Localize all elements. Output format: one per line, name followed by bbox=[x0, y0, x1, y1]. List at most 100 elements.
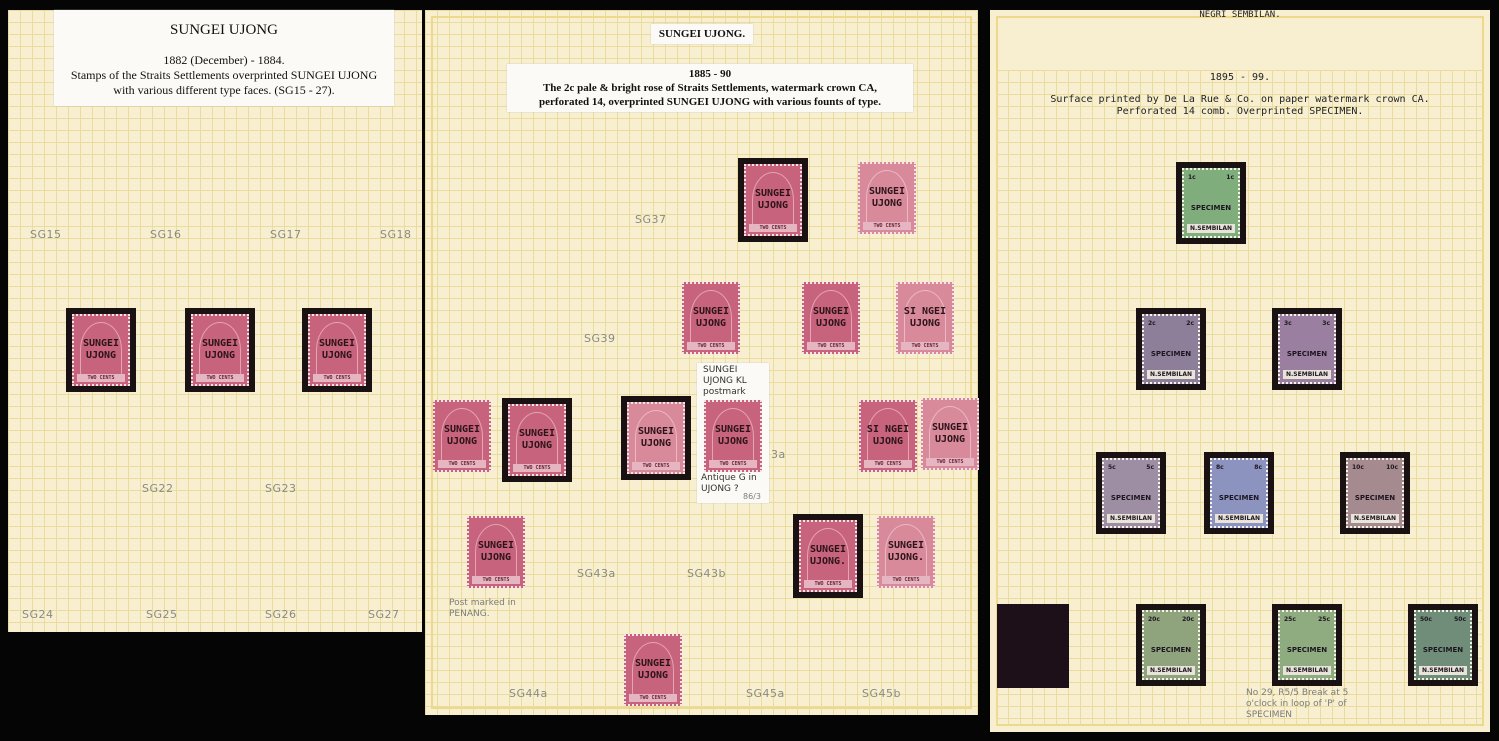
stamp-value: 10c bbox=[1352, 464, 1364, 471]
stamp-value: 2c bbox=[1186, 320, 1194, 327]
sg-catalogue-label: SG23 bbox=[265, 482, 297, 495]
sg-catalogue-label: SG45a bbox=[746, 687, 785, 700]
stamp-mount: SPECIMEN N.SEMBILAN 50c 50c bbox=[1408, 604, 1478, 686]
stamp-mount: SUNGEI UJONG TWO CENTS bbox=[738, 158, 808, 242]
overprint-text: SUNGEI UJONG bbox=[868, 186, 906, 209]
specimen-stamp: SPECIMEN N.SEMBILAN 8c 8c bbox=[1210, 458, 1268, 528]
description-line: The 2c pale & bright rose of Straits Set… bbox=[542, 82, 878, 94]
stamp-value: 50c bbox=[1454, 616, 1466, 623]
stamp-mount: SPECIMEN N.SEMBILAN 3c 3c bbox=[1272, 308, 1342, 390]
overprint-text: SUNGEI UJONG bbox=[201, 338, 239, 361]
stamp-value: TWO CENTS bbox=[629, 694, 677, 702]
sg-catalogue-label: SG39 bbox=[584, 332, 616, 345]
sg-catalogue-label: SG15 bbox=[30, 228, 62, 241]
title-card: SUNGEI UJONG. bbox=[651, 24, 753, 44]
sg-catalogue-label: SG18 bbox=[380, 228, 412, 241]
stamp: SI NGEI UJONG TWO CENTS bbox=[896, 282, 954, 354]
stamp-value: 5c bbox=[1108, 464, 1116, 471]
stamp-name: N.SEMBILAN bbox=[1187, 224, 1235, 233]
stamp-overprint: SPECIMEN bbox=[1150, 350, 1192, 359]
album-page-sungei-ujong-1885: SUNGEI UJONG. 1885 - 90 The 2c pale & br… bbox=[425, 10, 979, 715]
stamp-value: 1c bbox=[1226, 174, 1234, 181]
stamp-mount: SUNGEI UJONG TWO CENTS bbox=[66, 308, 136, 392]
specimen-stamp: SPECIMEN N.SEMBILAN 10c 10c bbox=[1346, 458, 1404, 528]
note-bottom: Antique G in UJONG ? bbox=[701, 473, 757, 494]
stamp-value: 2c bbox=[1148, 320, 1156, 327]
stamp-value: 20c bbox=[1148, 616, 1160, 623]
stamp-value: TWO CENTS bbox=[882, 576, 930, 584]
stamp-value: TWO CENTS bbox=[313, 374, 361, 382]
overprint-text: SUNGEI UJONG bbox=[637, 426, 675, 449]
stamp: SUNGEI UJONG TWO CENTS bbox=[72, 314, 130, 386]
description-line: Perforated 14 comb. Overprinted SPECIMEN… bbox=[1116, 106, 1364, 117]
stamp-value: TWO CENTS bbox=[901, 342, 949, 350]
stamp-mount: SPECIMEN N.SEMBILAN 8c 8c bbox=[1204, 452, 1274, 534]
stamp-value: 1c bbox=[1188, 174, 1196, 181]
stamp-value: TWO CENTS bbox=[687, 342, 735, 350]
stamp: SUNGEI UJONG TWO CENTS bbox=[802, 282, 860, 354]
stamp-overprint: SPECIMEN bbox=[1422, 646, 1464, 655]
overprint-text: SUNGEI UJONG bbox=[692, 306, 730, 329]
sg-catalogue-label: SG27 bbox=[368, 608, 400, 621]
overprint-text: SUNGEI UJONG bbox=[634, 658, 672, 681]
specimen-stamp: SPECIMEN N.SEMBILAN 25c 25c bbox=[1278, 610, 1336, 680]
stamp-name: N.SEMBILAN bbox=[1107, 514, 1155, 523]
specimen-stamp: SPECIMEN N.SEMBILAN 5c 5c bbox=[1102, 458, 1160, 528]
stamp: SUNGEI UJONG TWO CENTS bbox=[467, 516, 525, 588]
stamp-mount: SUNGEI UJONG TWO CENTS bbox=[621, 396, 691, 480]
stamp-value: TWO CENTS bbox=[863, 222, 911, 230]
sg-catalogue-label: SG25 bbox=[146, 608, 178, 621]
stamp: SI NGEI UJONG TWO CENTS bbox=[859, 400, 917, 472]
overprint-text: SUNGEI UJONG. bbox=[887, 540, 925, 563]
page-title: SUNGEI UJONG bbox=[170, 22, 278, 38]
specimen-stamp: SPECIMEN N.SEMBILAN 50c 50c bbox=[1414, 610, 1472, 680]
sg-catalogue-label: SG45b bbox=[862, 687, 901, 700]
sg-catalogue-label: SG43a bbox=[577, 567, 616, 580]
stamp: SUNGEI UJONG TWO CENTS bbox=[858, 162, 916, 234]
stamp-mount: SPECIMEN N.SEMBILAN 10c 10c bbox=[1340, 452, 1410, 534]
stamp: SUNGEI UJONG TWO CENTS bbox=[433, 400, 491, 472]
stamp: SUNGEI UJONG TWO CENTS bbox=[704, 400, 762, 472]
overprint-text: SUNGEI UJONG bbox=[477, 540, 515, 563]
specimen-stamp: SPECIMEN N.SEMBILAN 1c 1c bbox=[1182, 168, 1240, 238]
stamp-name: N.SEMBILAN bbox=[1147, 666, 1195, 675]
stamp-name: N.SEMBILAN bbox=[1419, 666, 1467, 675]
stamp-overprint: SPECIMEN bbox=[1354, 494, 1396, 503]
penang-note: Post marked in PENANG. bbox=[449, 598, 516, 619]
specimen-note: No 29, R5/5 Break at 5 o'clock in loop o… bbox=[1246, 688, 1349, 720]
stamp-value: TWO CENTS bbox=[807, 342, 855, 350]
stamp-value: TWO CENTS bbox=[472, 576, 520, 584]
sg-catalogue-label: SG43b bbox=[687, 567, 726, 580]
stamp-value: 8c bbox=[1254, 464, 1262, 471]
stamp: SUNGEI UJONG TWO CENTS bbox=[744, 164, 802, 236]
stamp-value: 25c bbox=[1318, 616, 1330, 623]
description-line: perforated 14, overprinted SUNGEI UJONG … bbox=[539, 96, 881, 108]
stamp-overprint: SPECIMEN bbox=[1190, 204, 1232, 213]
stamp: SUNGEI UJONG. TWO CENTS bbox=[877, 516, 935, 588]
stamp-overprint: SPECIMEN bbox=[1286, 350, 1328, 359]
stamp-value: 10c bbox=[1386, 464, 1398, 471]
sg-catalogue-label: SG22 bbox=[142, 482, 174, 495]
specimen-stamp: SPECIMEN N.SEMBILAN 20c 20c bbox=[1142, 610, 1200, 680]
overprint-text: SUNGEI UJONG bbox=[443, 424, 481, 447]
stamp-name: N.SEMBILAN bbox=[1351, 514, 1399, 523]
description-line: Stamps of the Straits Settlements overpr… bbox=[70, 68, 378, 82]
stamp: SUNGEI UJONG TWO CENTS bbox=[191, 314, 249, 386]
header-card: SUNGEI UJONG 1882 (December) - 1884. Sta… bbox=[54, 10, 394, 106]
stamp-value: TWO CENTS bbox=[926, 458, 974, 466]
sg-catalogue-label: SG26 bbox=[265, 608, 297, 621]
specimen-stamp: SPECIMEN N.SEMBILAN 3c 3c bbox=[1278, 314, 1336, 384]
overprint-text: SI NGEI UJONG bbox=[866, 424, 910, 447]
stamp-mount: SUNGEI UJONG TWO CENTS bbox=[502, 398, 572, 482]
stamp: SUNGEI UJONG TWO CENTS bbox=[921, 398, 979, 470]
stamp: SUNGEI UJONG TWO CENTS bbox=[682, 282, 740, 354]
stamp-value: TWO CENTS bbox=[709, 460, 757, 468]
overprint-text: SUNGEI UJONG. bbox=[809, 544, 847, 567]
overprint-text: SUNGEI UJONG bbox=[318, 338, 356, 361]
stamp-value: 3c bbox=[1322, 320, 1330, 327]
album-page-negri-sembilan: NEGRI SEMBILAN. 1895 - 99. Surface print… bbox=[990, 10, 1490, 732]
stamp-value: TWO CENTS bbox=[749, 224, 797, 232]
overprint-text: SUNGEI UJONG bbox=[812, 306, 850, 329]
overprint-text: SUNGEI UJONG bbox=[931, 422, 969, 445]
stamp-value: TWO CENTS bbox=[77, 374, 125, 382]
